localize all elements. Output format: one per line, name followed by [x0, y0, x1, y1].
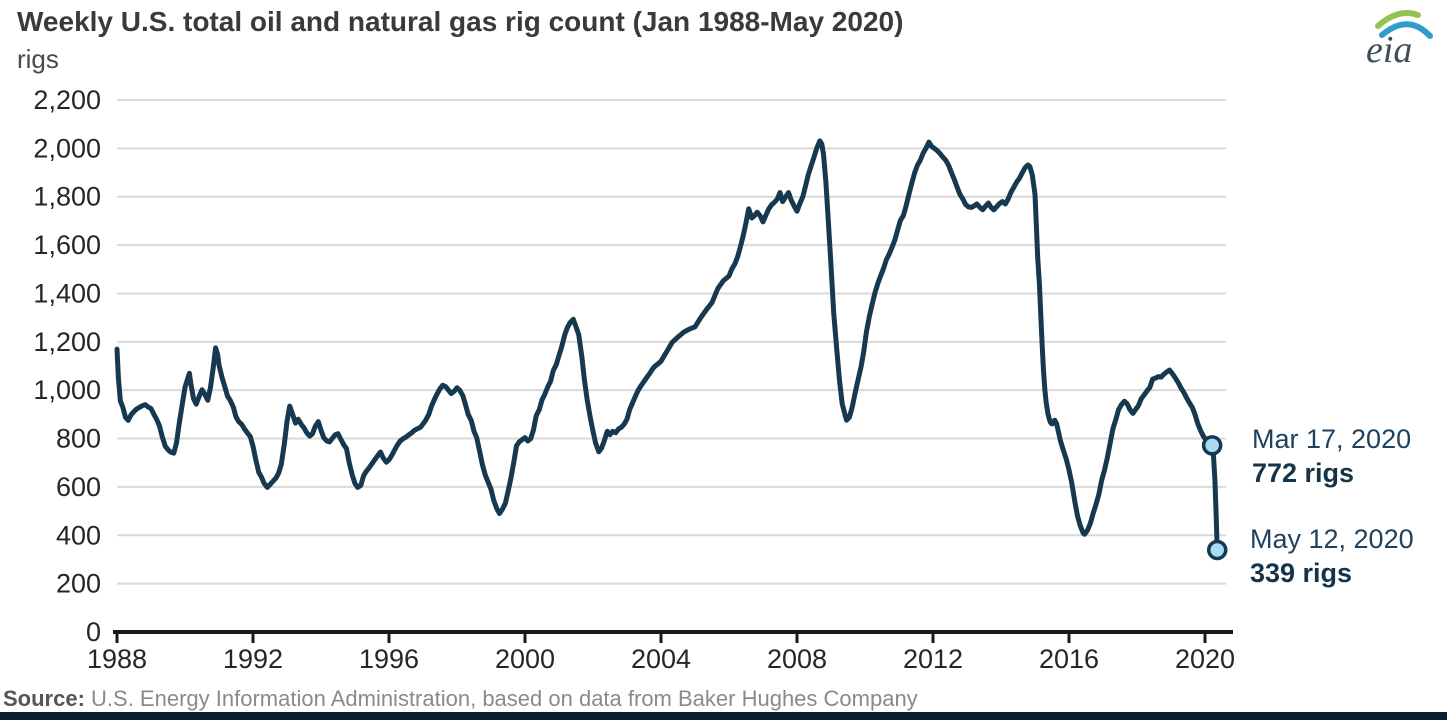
y-tick-label: 1,000: [33, 375, 101, 405]
y-axis-unit-label: rigs: [17, 44, 59, 74]
annotation-value: 339 rigs: [1250, 558, 1353, 588]
y-tick-label: 800: [56, 424, 101, 454]
annotation-date: Mar 17, 2020: [1252, 424, 1412, 454]
eia-logo-text: eia: [1366, 29, 1412, 71]
y-tick-label: 1,400: [33, 278, 101, 308]
x-tick-label: 2020: [1175, 644, 1235, 674]
x-tick-label: 2000: [495, 644, 555, 674]
eia-logo-blue-swoosh: [1379, 21, 1433, 39]
x-tick-label: 1992: [223, 644, 283, 674]
x-tick-label: 2012: [903, 644, 963, 674]
y-tick-label: 600: [56, 472, 101, 502]
x-tick-label: 1996: [359, 644, 419, 674]
x-tick-label: 2008: [767, 644, 827, 674]
annotation-mar-17-2020: Mar 17, 2020 772 rigs: [1252, 424, 1411, 489]
rig-count-line: [114, 138, 1220, 553]
data-point-marker: [1201, 435, 1223, 456]
annotation-date: May 12, 2020: [1250, 524, 1414, 554]
y-tick-label: 2,000: [33, 133, 101, 163]
x-tick-label: 2016: [1039, 644, 1099, 674]
eia-logo-green-swoosh: [1375, 10, 1421, 29]
x-tick-label: 2004: [631, 644, 691, 674]
y-tick-label: 1,800: [33, 182, 101, 212]
y-tick-label: 400: [56, 520, 101, 550]
bottom-accent-bar: [0, 712, 1447, 720]
annotation-value: 772 rigs: [1252, 458, 1355, 488]
y-tick-label: 200: [56, 569, 101, 599]
source-text: U.S. Energy Information Administration, …: [84, 686, 918, 711]
annotation-may-12-2020: May 12, 2020 339 rigs: [1250, 524, 1414, 589]
y-tick-label: 2,200: [33, 85, 101, 115]
chart-title: Weekly U.S. total oil and natural gas ri…: [17, 6, 904, 37]
y-tick-label: 1,200: [33, 327, 101, 357]
x-tick-label: 1988: [87, 644, 147, 674]
eia-logo: eia: [1366, 10, 1433, 71]
source-prefix: Source:: [3, 686, 85, 711]
y-tick-label: 1,600: [33, 230, 101, 260]
source-attribution: Source: U.S. Energy Information Administ…: [3, 686, 918, 712]
data-point-marker: [1206, 539, 1228, 561]
y-tick-label: 0: [86, 617, 101, 647]
